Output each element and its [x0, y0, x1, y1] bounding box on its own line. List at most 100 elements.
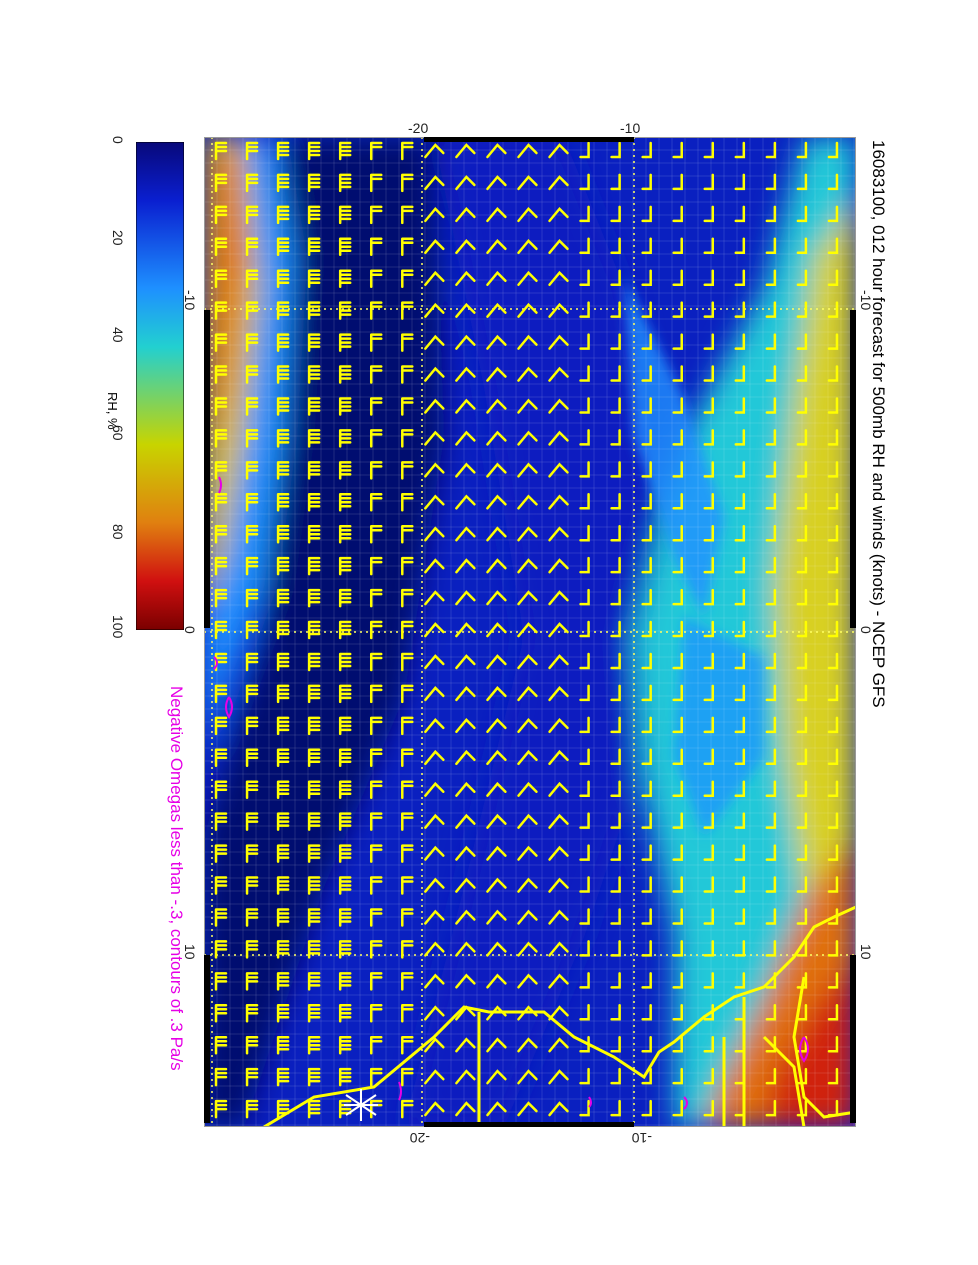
wind-barb [734, 748, 746, 766]
wind-barb [734, 493, 746, 510]
wind-barb [765, 237, 777, 255]
wind-barb [579, 237, 590, 255]
wind-barb [703, 173, 715, 191]
wind-barb [214, 684, 228, 704]
wind-barb [214, 301, 228, 320]
wind-barb [610, 908, 621, 925]
wind-barb [307, 1035, 321, 1055]
wind-barb [369, 333, 383, 352]
wind-barb [276, 301, 290, 320]
wind-barb [796, 972, 808, 989]
wind-barb [703, 429, 715, 446]
wind-barb [796, 588, 808, 606]
top-tick-minus20: -20 [408, 120, 429, 136]
wind-barb [486, 462, 507, 478]
wind-barb [517, 302, 538, 318]
wind-barb [401, 588, 414, 608]
wind-barb [641, 333, 652, 350]
wind-barb [734, 684, 746, 702]
wind-barb [734, 652, 746, 670]
wind-barb [548, 302, 569, 318]
wind-barb [548, 1005, 569, 1021]
wind-barb [703, 876, 715, 893]
wind-barb [672, 524, 683, 542]
wind-barb [517, 398, 538, 414]
wind-barb [641, 301, 652, 318]
wind-barb [369, 652, 383, 672]
wind-barb [369, 397, 383, 416]
wind-barb [765, 940, 777, 957]
wind-barb [486, 430, 507, 446]
wind-barb [486, 175, 507, 191]
left-axis-bar-2 [204, 955, 210, 1123]
wind-barb [703, 588, 715, 606]
wind-barb [486, 622, 507, 638]
wind-barb [369, 461, 383, 480]
wind-barb [579, 972, 590, 989]
wind-barb [672, 1035, 683, 1053]
wind-barb [307, 429, 321, 448]
wind-barb [455, 1037, 476, 1053]
wind-barb [641, 1067, 652, 1085]
wind-barb [245, 173, 259, 193]
wind-barb [401, 461, 414, 480]
wind-barb [796, 237, 808, 255]
wind-barb [827, 812, 839, 829]
wind-barb [610, 333, 621, 350]
wind-barb [307, 556, 321, 576]
wind-barb [338, 269, 352, 288]
wind-barb [424, 1005, 445, 1021]
wind-barb [245, 365, 259, 384]
wind-barb [703, 556, 715, 574]
wind-barb [401, 876, 414, 895]
wind-barb [765, 908, 777, 925]
wind-barb [276, 588, 290, 608]
wind-barb [486, 654, 507, 670]
wind-barb [641, 141, 652, 159]
wind-barb [276, 1067, 290, 1087]
wind-barb [548, 558, 569, 574]
wind-barb [796, 397, 808, 414]
wind-barb [276, 940, 290, 959]
wind-barb [307, 461, 321, 480]
wind-barb [548, 238, 569, 255]
wind-barb [703, 365, 715, 382]
map-title: 16083100, 012 hour forecast for 500mb RH… [869, 140, 888, 708]
wind-barb [734, 972, 746, 989]
wind-barb [734, 173, 746, 191]
wind-barb [486, 334, 507, 350]
wind-barb [214, 365, 228, 384]
wind-barb [672, 588, 683, 606]
wind-barb [703, 1035, 715, 1053]
wind-barb [424, 238, 445, 255]
wind-barb [214, 429, 228, 448]
wind-barb [307, 1067, 321, 1087]
wind-barb [796, 173, 808, 191]
wind-barb [369, 524, 383, 544]
wind-barb [734, 333, 746, 350]
wind-barb [455, 270, 476, 286]
wind-barb [424, 526, 445, 542]
right-axis-bar-2 [850, 955, 856, 1123]
wind-barb [486, 207, 507, 223]
wind-barb [307, 940, 321, 959]
wind-barb [338, 876, 352, 895]
wind-barb [455, 717, 476, 734]
wind-barb [369, 940, 383, 959]
wind-barb [245, 429, 259, 448]
wind-barb [610, 173, 621, 191]
wind-barb [214, 780, 228, 799]
station-marker [344, 1089, 378, 1121]
wind-barb [455, 941, 476, 957]
wind-barb [672, 1004, 683, 1021]
wind-barb [765, 493, 777, 510]
wind-barb [827, 205, 839, 223]
wind-barb [369, 748, 383, 768]
wind-barb [672, 1099, 683, 1117]
wind-barb [486, 238, 507, 255]
wind-barb [214, 1067, 228, 1087]
wind-barb [276, 812, 290, 831]
wind-barb [338, 908, 352, 927]
wind-barb [641, 940, 652, 957]
coastline [263, 905, 856, 1127]
